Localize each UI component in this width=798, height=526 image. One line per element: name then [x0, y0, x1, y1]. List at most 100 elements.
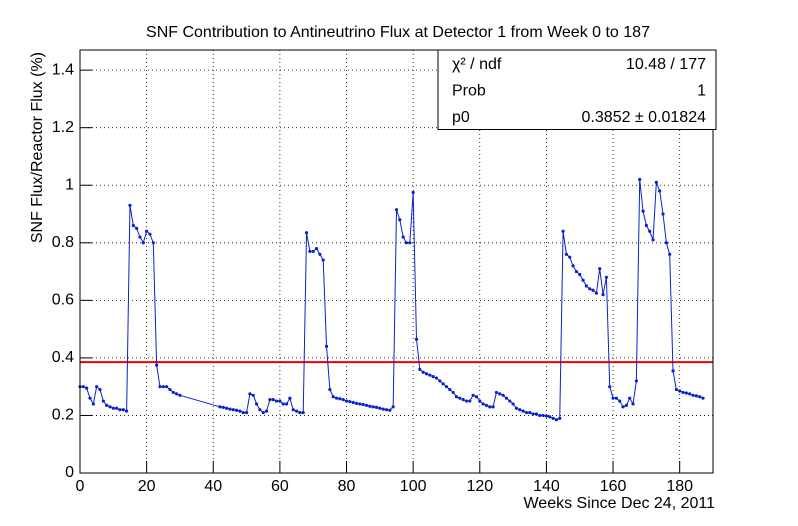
data-point: [494, 390, 499, 395]
data-point: [548, 415, 552, 419]
data-point: [564, 252, 569, 256]
data-point: [471, 393, 475, 397]
y-tick-label: 1.2: [52, 119, 74, 136]
data-point: [621, 405, 625, 409]
data-point: [298, 410, 302, 415]
data-point: [231, 408, 235, 412]
data-point: [348, 400, 352, 404]
stats-box: [437, 49, 717, 130]
data-point: [138, 235, 142, 239]
data-point: [151, 241, 155, 245]
data-point: [531, 412, 535, 416]
data-point: [128, 203, 132, 207]
data-point: [234, 408, 239, 412]
data-point: [221, 405, 225, 409]
data-point: [581, 278, 585, 282]
data-point: [178, 393, 182, 397]
x-tick-label: 180: [666, 478, 693, 495]
data-point: [374, 405, 379, 409]
data-point: [474, 395, 479, 399]
data-point: [558, 416, 562, 420]
data-point: [381, 407, 385, 411]
data-point: [588, 287, 592, 291]
data-point: [258, 408, 262, 412]
data-point: [591, 288, 595, 292]
data-point: [618, 399, 622, 403]
data-point: [568, 255, 572, 259]
data-point: [338, 397, 342, 401]
data-point: [664, 241, 668, 245]
data-point: [271, 398, 275, 402]
y-axis-label: SNF Flux/Reactor Flux (%): [29, 52, 46, 243]
data-line: [80, 179, 704, 421]
data-point: [384, 408, 389, 412]
data-point: [678, 389, 682, 393]
data-point: [284, 402, 289, 406]
data-point: [324, 344, 329, 348]
data-point: [101, 399, 105, 403]
plot-frame: [79, 49, 714, 474]
data-point: [458, 396, 462, 400]
data-point: [541, 413, 545, 418]
data-point: [321, 258, 325, 262]
data-point: [578, 272, 582, 277]
stats-value: 10.48 / 177: [626, 56, 706, 73]
data-point: [318, 252, 322, 256]
data-point: [364, 403, 369, 407]
data-point: [378, 406, 382, 410]
x-tick-label: 40: [204, 478, 222, 495]
data-point: [518, 408, 522, 412]
x-tick-label: 20: [138, 478, 156, 495]
data-point: [344, 399, 349, 403]
data-point: [91, 402, 95, 406]
data-point: [521, 409, 525, 413]
data-point: [684, 391, 688, 395]
data-point: [224, 406, 229, 410]
data-point: [651, 238, 655, 242]
data-point: [668, 252, 672, 256]
data-point: [314, 246, 319, 251]
data-point: [351, 400, 355, 405]
data-point: [681, 390, 685, 395]
data-point: [105, 403, 109, 407]
data-point: [508, 399, 512, 403]
data-point: [398, 218, 402, 222]
y-tick-label: 1: [65, 176, 74, 193]
data-point: [451, 390, 455, 395]
data-point: [574, 269, 579, 274]
data-point: [168, 387, 172, 392]
stats-value: 0.3852 ± 0.01824: [582, 109, 707, 126]
data-point: [248, 392, 252, 396]
data-point: [301, 410, 305, 415]
data-point: [264, 409, 269, 413]
data-point: [561, 229, 565, 233]
data-point: [481, 402, 485, 406]
data-point: [594, 291, 598, 295]
x-tick-label: 160: [600, 478, 627, 495]
stats-label: χ² / ndf: [452, 56, 502, 73]
data-point: [528, 410, 532, 415]
data-point: [108, 405, 112, 409]
data-point: [175, 392, 179, 396]
y-tick-label: 0: [65, 464, 74, 481]
data-point: [291, 408, 295, 412]
x-tick-label: 60: [271, 478, 289, 495]
data-point: [274, 399, 279, 403]
data-point: [554, 418, 559, 422]
data-point: [538, 413, 542, 418]
data-point: [428, 373, 432, 377]
data-point: [611, 396, 615, 400]
data-point: [251, 393, 255, 397]
data-point: [281, 402, 285, 406]
data-point: [674, 387, 678, 392]
data-point: [391, 405, 395, 409]
data-point: [644, 223, 648, 228]
data-point: [135, 226, 139, 231]
y-tick-label: 0.4: [52, 349, 74, 366]
data-point: [624, 403, 628, 407]
data-point: [501, 393, 505, 397]
data-point: [115, 406, 119, 410]
data-point: [334, 396, 339, 400]
data-point: [468, 399, 472, 403]
data-point: [571, 264, 575, 268]
